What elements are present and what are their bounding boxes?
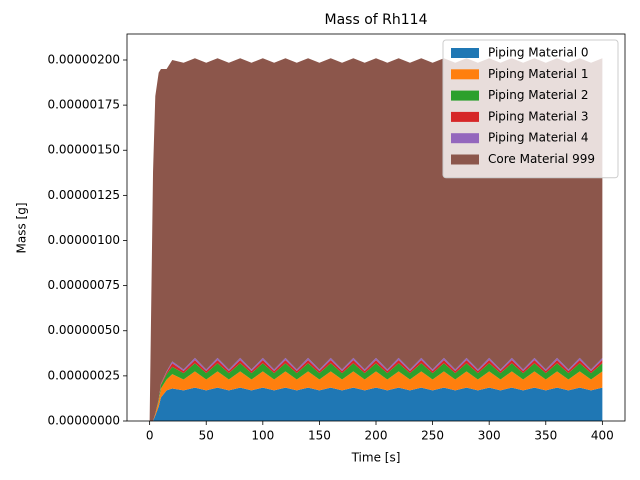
x-tick-label: 100 bbox=[251, 429, 274, 443]
x-tick-label: 200 bbox=[365, 429, 388, 443]
legend-label: Piping Material 3 bbox=[488, 109, 589, 123]
y-tick-label: 0.00000175 bbox=[47, 98, 120, 112]
area bbox=[149, 371, 603, 421]
legend-swatch bbox=[451, 154, 479, 165]
legend-label: Piping Material 2 bbox=[488, 88, 589, 102]
y-tick-label: 0.00000100 bbox=[47, 233, 120, 247]
x-tick-label: 250 bbox=[421, 429, 444, 443]
legend-label: Piping Material 0 bbox=[488, 46, 589, 60]
x-tick-label: 300 bbox=[478, 429, 501, 443]
x-tick-label: 50 bbox=[199, 429, 214, 443]
chart-title: Mass of Rh114 bbox=[325, 12, 428, 28]
x-tick-label: 350 bbox=[534, 429, 557, 443]
legend-label: Core Material 999 bbox=[488, 152, 595, 166]
y-tick-label: 0.00000150 bbox=[47, 143, 120, 157]
legend-swatch bbox=[451, 69, 479, 80]
legend-label: Piping Material 4 bbox=[488, 131, 589, 145]
y-tick-label: 0.00000125 bbox=[47, 188, 120, 202]
x-tick-label: 150 bbox=[308, 429, 331, 443]
y-axis-label: Mass [g] bbox=[15, 202, 29, 253]
area bbox=[149, 387, 603, 421]
x-tick-label: 0 bbox=[146, 429, 154, 443]
area bbox=[149, 363, 603, 421]
legend-swatch bbox=[451, 133, 479, 144]
x-axis-label: Time [s] bbox=[351, 451, 401, 465]
y-tick-label: 0.00000200 bbox=[47, 52, 120, 66]
legend-box bbox=[442, 39, 619, 179]
y-tick-label: 0.00000025 bbox=[47, 368, 120, 382]
legend-label: Piping Material 1 bbox=[488, 67, 589, 81]
legend-swatch bbox=[451, 111, 479, 122]
legend-swatch bbox=[451, 90, 479, 101]
y-tick-label: 0.00000000 bbox=[47, 414, 120, 428]
legend-swatch bbox=[451, 48, 479, 58]
y-tick-label: 0.00000050 bbox=[47, 323, 120, 337]
x-tick-label: 400 bbox=[591, 429, 614, 443]
y-tick-label: 0.00000075 bbox=[47, 278, 120, 292]
